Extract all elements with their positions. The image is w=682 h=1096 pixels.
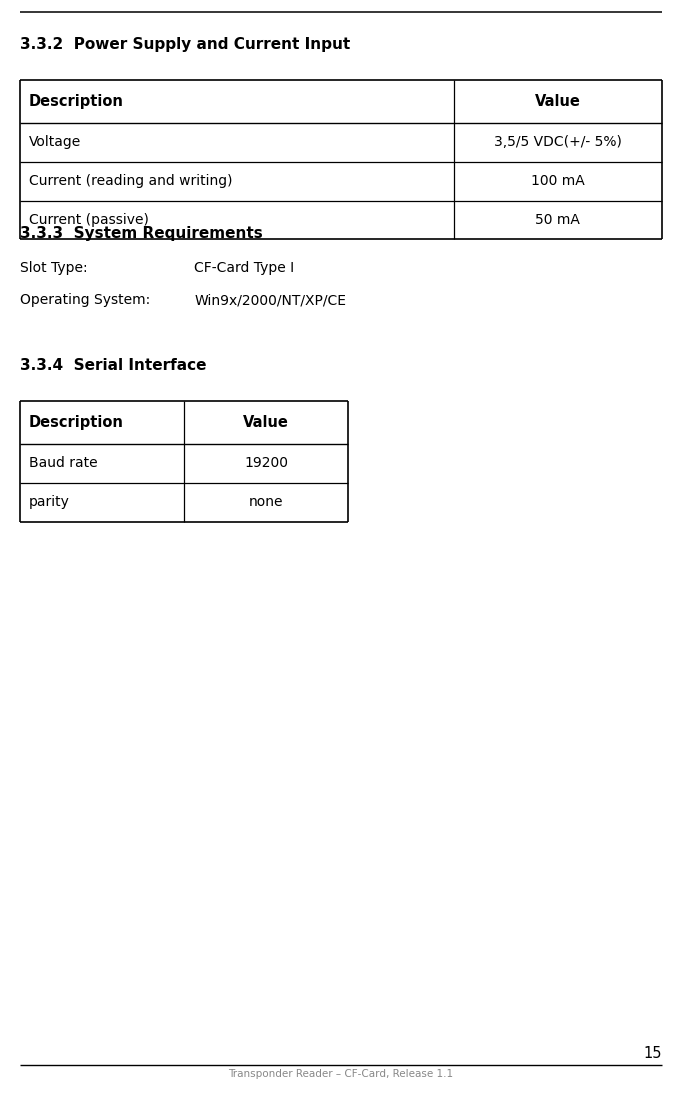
Text: Slot Type:: Slot Type: — [20, 261, 88, 275]
Text: Description: Description — [29, 415, 123, 430]
Text: Operating System:: Operating System: — [20, 294, 151, 307]
Text: Current (passive): Current (passive) — [29, 213, 149, 227]
Text: 19200: 19200 — [244, 456, 288, 470]
Text: Baud rate: Baud rate — [29, 456, 98, 470]
Text: 3.3.4  Serial Interface: 3.3.4 Serial Interface — [20, 357, 207, 373]
Text: 3.3.2  Power Supply and Current Input: 3.3.2 Power Supply and Current Input — [20, 36, 351, 52]
Text: Win9x/2000/NT/XP/CE: Win9x/2000/NT/XP/CE — [194, 294, 346, 307]
Text: parity: parity — [29, 495, 70, 510]
Text: 3.3.3  System Requirements: 3.3.3 System Requirements — [20, 226, 263, 241]
Text: 15: 15 — [643, 1046, 662, 1061]
Text: 100 mA: 100 mA — [531, 174, 584, 189]
Text: Value: Value — [243, 415, 289, 430]
Text: Transponder Reader – CF-Card, Release 1.1: Transponder Reader – CF-Card, Release 1.… — [228, 1070, 454, 1080]
Text: none: none — [249, 495, 283, 510]
Text: Description: Description — [29, 94, 123, 109]
Text: Voltage: Voltage — [29, 135, 81, 149]
Text: Current (reading and writing): Current (reading and writing) — [29, 174, 232, 189]
Text: Value: Value — [535, 94, 580, 109]
Text: 50 mA: 50 mA — [535, 213, 580, 227]
Text: 3,5/5 VDC(+/- 5%): 3,5/5 VDC(+/- 5%) — [494, 135, 621, 149]
Text: CF-Card Type I: CF-Card Type I — [194, 261, 295, 275]
